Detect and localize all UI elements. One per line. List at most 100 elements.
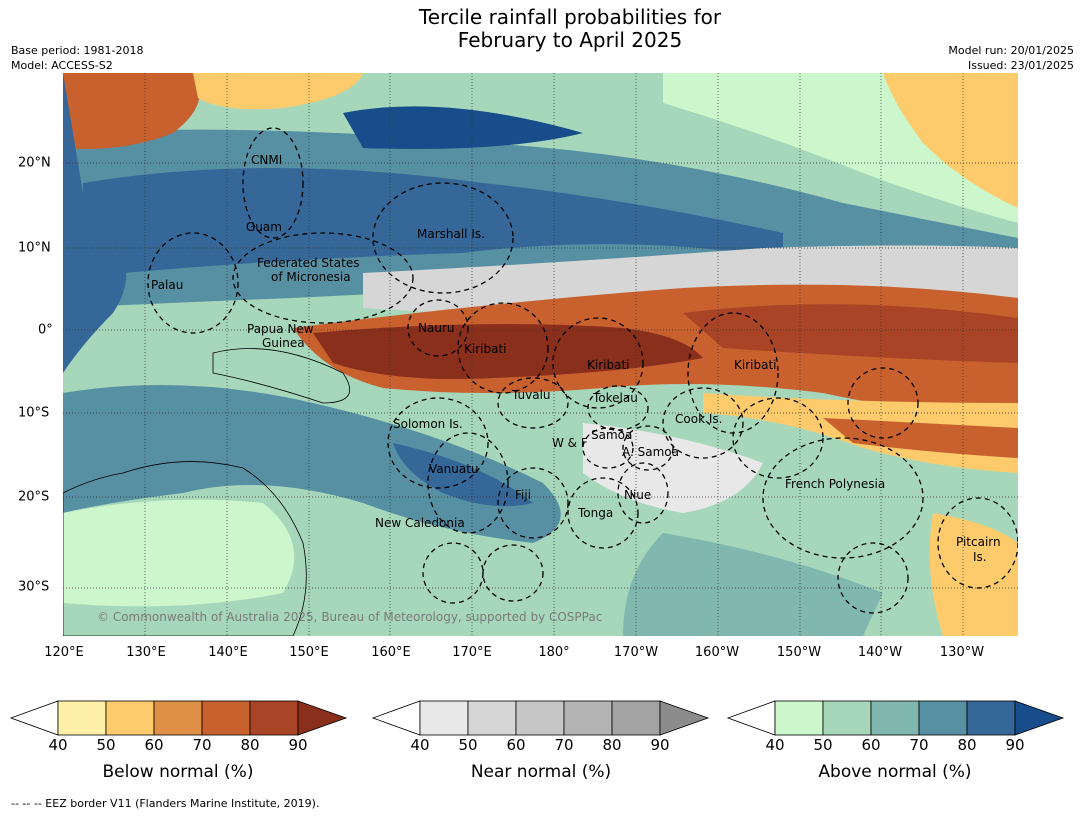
title-line-2: February to April 2025 (457, 28, 683, 52)
colorbar-below (10, 700, 348, 736)
map-title: Tercile rainfall probabilities for Febru… (0, 6, 1085, 52)
colorbar-segment (201, 700, 251, 736)
x-tick-11: 130°W (939, 645, 985, 660)
eez-footnote: -- -- -- EEZ border V11 (Flanders Marine… (11, 797, 320, 810)
label-new-caledonia: New Caledonia (375, 516, 465, 530)
colorbar-tick-label: 50 (458, 736, 478, 754)
colorbar-segment (57, 700, 107, 736)
x-tick-3: 150°E (289, 645, 329, 660)
y-tick-2: 0° (38, 322, 53, 338)
colorbar-tick-label: 60 (144, 736, 164, 754)
below-nw (63, 73, 200, 149)
colorbar-extend-high (659, 700, 710, 736)
label-guam: Guam (246, 220, 282, 234)
colorbar-segment (419, 700, 469, 736)
colorbar-near (372, 700, 710, 736)
x-tick-9: 150°W (776, 645, 822, 660)
above-sw (63, 385, 561, 543)
colorbar-segment (966, 700, 1016, 736)
x-tick-7: 170°W (613, 645, 659, 660)
y-tick-5: 30°S (18, 579, 50, 595)
label-solomon: Solomon Is. (393, 417, 463, 431)
below-equator-core (313, 324, 703, 379)
model-run: Model run: 20/01/2025 (948, 44, 1074, 57)
x-tick-8: 160°W (694, 645, 740, 660)
label-png-1: Papua New (247, 322, 314, 336)
colorbar-tick-label: 90 (1005, 736, 1025, 754)
label-american-samoa: A. Samoa (622, 445, 679, 459)
label-marshall: Marshall Is. (417, 227, 485, 241)
place-labels: CNMI Guam Marshall Is. Federated States … (151, 153, 1001, 564)
colorbar-segment (822, 700, 872, 736)
above-south (623, 533, 883, 636)
label-pitcairn-1: Pitcairn (956, 535, 1001, 549)
below-southeast-core (823, 418, 1018, 458)
below-equator-east (683, 304, 1018, 363)
y-tick-3: 10°S (18, 405, 50, 421)
colorbar-extend-high (1014, 700, 1065, 736)
colorbar-segment (774, 700, 824, 736)
colorbar-segment (249, 700, 299, 736)
model-name: Model: ACCESS-S2 (11, 59, 113, 72)
label-fsm-2: of Micronesia (271, 270, 351, 284)
label-niue: Niue (624, 488, 651, 502)
label-png-2: Guinea (262, 336, 305, 350)
eez-borders (147, 127, 1018, 614)
above-philippines (63, 73, 127, 373)
label-wallis-futuna: W & F (552, 436, 588, 450)
colorbar-tick-label: 60 (861, 736, 881, 754)
x-tick-10: 140°W (857, 645, 903, 660)
below-top (193, 73, 363, 110)
label-fsm-1: Federated States (257, 256, 359, 270)
x-tick-2: 140°E (208, 645, 248, 660)
y-tick-1: 10°N (18, 240, 51, 256)
label-fiji: Fiji (515, 488, 531, 502)
colorbar-near-label: Near normal (%) (470, 762, 612, 782)
colorbar-segment (467, 700, 517, 736)
colorbar-segment (153, 700, 203, 736)
australia-coast (63, 461, 307, 636)
colorbar-tick-label: 70 (909, 736, 929, 754)
below-ne (883, 73, 1018, 208)
title-line-1: Tercile rainfall probabilities for (418, 5, 722, 29)
colorbar-segment (515, 700, 565, 736)
above-australia (63, 499, 295, 607)
colorbar-segment (870, 700, 920, 736)
label-tuvalu: Tuvalu (511, 388, 551, 402)
label-nauru: Nauru (418, 321, 454, 335)
colorbar-segment (918, 700, 968, 736)
colorbar-above (727, 700, 1065, 736)
above-band-north-peak (343, 106, 583, 149)
x-tick-5: 170°E (452, 645, 492, 660)
colorbar-tick-label: 40 (410, 736, 430, 754)
colorbar-tick-label: 40 (765, 736, 785, 754)
label-cnmi: CNMI (251, 153, 282, 167)
x-tick-6: 180° (538, 645, 570, 660)
label-tokelau: Tokelau (592, 391, 638, 405)
colorbar-below-label: Below normal (%) (102, 762, 254, 782)
graticule (63, 73, 1018, 636)
colorbar-above-label: Above normal (%) (818, 762, 972, 782)
x-tick-0: 120°E (44, 645, 84, 660)
colorbar-tick-label: 70 (554, 736, 574, 754)
y-tick-0: 20°N (18, 155, 51, 171)
label-samoa: Samoa (591, 428, 632, 442)
colorbar-extend-high (297, 700, 348, 736)
copyright-notice: © Commonwealth of Australia 2025, Bureau… (97, 610, 602, 624)
new-guinea-coast (212, 348, 350, 404)
above-sw-core (393, 443, 533, 507)
colorbar-extend-low (372, 700, 421, 736)
colorbar-tick-label: 80 (602, 736, 622, 754)
label-kiribati-east: Kiribati (734, 358, 776, 372)
x-tick-1: 130°E (126, 645, 166, 660)
meta-left: Base period: 1981-2018 Model: ACCESS-S2 (11, 43, 143, 73)
colorbar-tick-label: 50 (813, 736, 833, 754)
colorbar-tick-label: 80 (957, 736, 977, 754)
label-kiribati-central: Kiribati (587, 358, 629, 372)
colorbar-segment (611, 700, 661, 736)
label-french-polynesia: French Polynesia (785, 477, 885, 491)
base-period: Base period: 1981-2018 (11, 44, 144, 57)
colorbar-tick-label: 60 (506, 736, 526, 754)
colorbar-segment (105, 700, 155, 736)
meta-right: Model run: 20/01/2025 Issued: 23/01/2025 (948, 43, 1074, 73)
